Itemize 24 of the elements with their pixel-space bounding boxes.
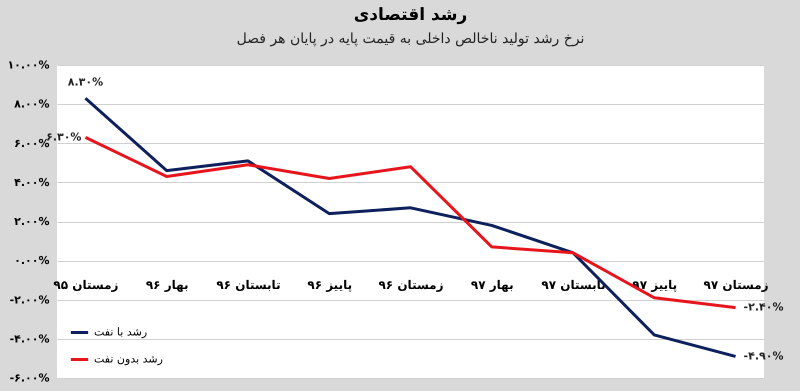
- x-tick-label: زمستان ۹۶: [378, 278, 444, 292]
- chart-subtitle: نرخ رشد تولید ناخالص داخلی به قیمت پایه در پایان هر فصل: [236, 31, 584, 47]
- chart-title: رشد اقتصادی: [354, 5, 468, 25]
- legend-label: رشد با نفت: [94, 326, 148, 338]
- y-tick-label: ۴.۰۰%: [14, 176, 50, 189]
- y-tick-label: -۴.۰۰%: [10, 332, 50, 346]
- data-label: ۸.۳۰%: [68, 75, 104, 88]
- x-tick-label: زمستان ۹۵: [53, 278, 119, 292]
- y-tick-label: ۸.۰۰%: [14, 98, 50, 111]
- legend-label: رشد بدون نفت: [94, 352, 163, 366]
- y-tick-label: ۰.۰۰%: [14, 254, 50, 268]
- x-tick-label: تابستان ۹۷: [541, 278, 606, 292]
- y-tick-label: ۱۰.۰۰%: [7, 58, 50, 72]
- x-tick-label: پاییز ۹۶: [307, 278, 352, 292]
- data-label: -۲.۴۰%: [744, 300, 784, 314]
- data-label: -۴.۹۰%: [744, 349, 784, 362]
- y-tick-label: -۶.۰۰%: [10, 372, 50, 384]
- x-tick-label: بهار ۹۷: [470, 278, 514, 292]
- y-tick-label: ۲.۰۰%: [14, 215, 50, 228]
- y-tick-label: ۶.۰۰%: [14, 136, 50, 150]
- x-tick-label: زمستان ۹۷: [704, 278, 769, 292]
- x-tick-label: تابستان ۹۶: [216, 278, 281, 292]
- y-tick-label: -۲.۰۰%: [10, 293, 50, 306]
- x-tick-label: بهار ۹۶: [146, 278, 189, 292]
